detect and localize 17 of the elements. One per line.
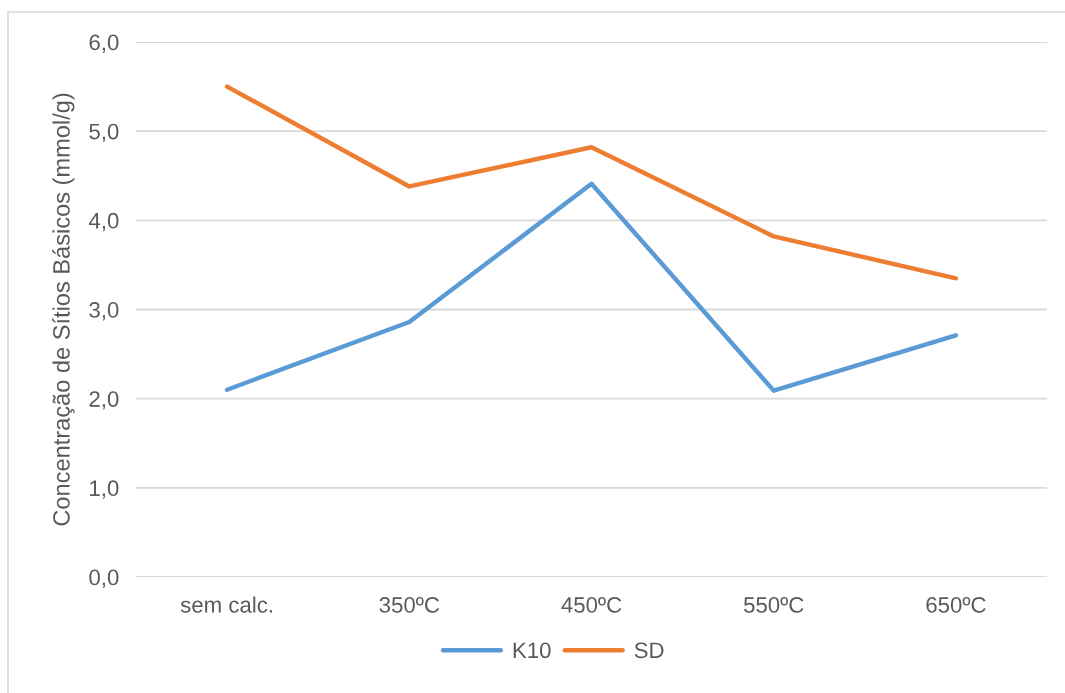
x-tick-label: sem calc. — [180, 596, 272, 613]
y-tick-label: 5,0 — [89, 123, 119, 143]
y-axis-title: Concentração de Sítios Básicos (mmol/g) — [52, 93, 75, 526]
line-series — [224, 181, 959, 393]
legend-label: SD — [634, 642, 664, 659]
y-tick-label: 3,0 — [89, 302, 119, 321]
legend-label: K10 — [513, 642, 551, 659]
y-tick-label: 4,0 — [88, 212, 119, 232]
x-tick-label: 650ºC — [926, 597, 986, 613]
x-tick-label: 350ºC — [379, 597, 440, 613]
y-tick-label: 2,0 — [89, 391, 119, 410]
y-tick-label: 6,0 — [89, 34, 119, 53]
x-tick-label: 550ºC — [743, 597, 804, 613]
y-tick-label: 1,0 — [90, 480, 119, 499]
line-series — [224, 84, 959, 281]
y-tick-label: 0,0 — [89, 569, 119, 588]
x-tick-label: 450ºC — [561, 597, 622, 613]
